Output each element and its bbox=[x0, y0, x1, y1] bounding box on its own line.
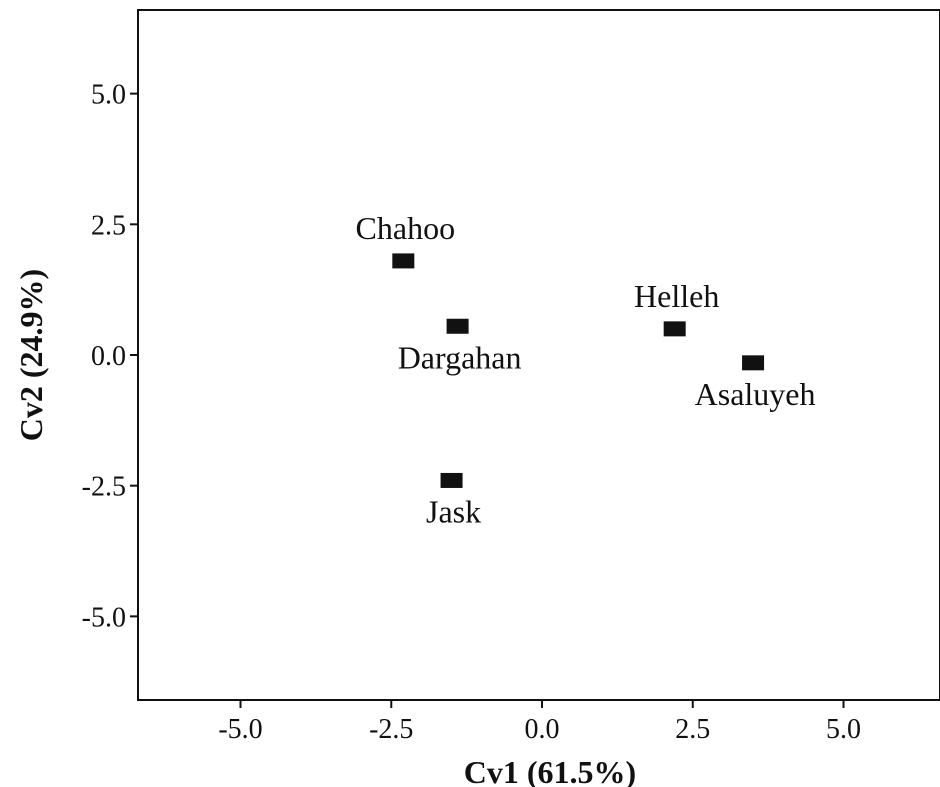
data-point-marker bbox=[446, 318, 469, 334]
y-tick-label: 2.5 bbox=[91, 210, 126, 241]
data-point-label: Asaluyeh bbox=[695, 376, 816, 412]
data-point-label: Chahoo bbox=[356, 210, 456, 246]
x-tick-label: 0.0 bbox=[525, 714, 560, 745]
y-tick-label: -5.0 bbox=[82, 602, 126, 633]
data-point-marker bbox=[440, 472, 463, 488]
x-axis: -5.0 -2.5 0.0 2.5 5.0 bbox=[218, 700, 861, 745]
data-point-marker bbox=[663, 321, 686, 337]
x-tick-label: -5.0 bbox=[218, 714, 262, 745]
data-points: Chahoo Dargahan Jask Helleh Asaluyeh bbox=[356, 210, 816, 530]
y-tick-label: 5.0 bbox=[91, 80, 126, 111]
data-point-label: Helleh bbox=[634, 278, 719, 314]
data-point-label: Dargahan bbox=[398, 339, 522, 375]
y-tick-label: 0.0 bbox=[91, 341, 126, 372]
x-tick-label: 2.5 bbox=[675, 714, 710, 745]
x-tick-label: -2.5 bbox=[369, 714, 413, 745]
y-axis: 5.0 2.5 0.0 -2.5 -5.0 bbox=[82, 80, 138, 633]
data-point-marker bbox=[742, 355, 765, 371]
data-point-marker bbox=[392, 253, 415, 269]
x-tick-label: 5.0 bbox=[826, 714, 861, 745]
y-axis-title: Cv2 (24.9%) bbox=[13, 269, 49, 441]
plot-frame bbox=[137, 9, 940, 701]
data-point-label: Jask bbox=[426, 493, 481, 529]
x-axis-title: Cv1 (61.5%) bbox=[464, 754, 636, 787]
y-tick-label: -2.5 bbox=[82, 472, 126, 503]
